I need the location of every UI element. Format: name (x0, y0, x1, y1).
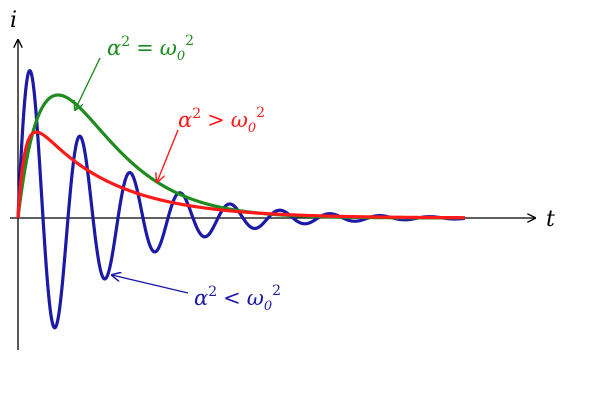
annotation-pointer-overdamped (157, 129, 179, 182)
x-axis-label: t (546, 207, 555, 232)
annotation-pointer-underdamped (112, 275, 189, 294)
annotation-pointer-critically-damped (75, 57, 101, 110)
annotation-critically-damped: α2 = ω02 (75, 33, 194, 110)
series-line-overdamped (16, 130, 466, 220)
annotation-label-critically-damped: α2 = ω02 (107, 33, 194, 64)
annotation-overdamped: α2 > ω02 (157, 105, 265, 182)
annotation-label-underdamped: α2 < ω02 (194, 283, 281, 314)
annotation-underdamped: α2 < ω02 (112, 275, 281, 314)
annotation-label-overdamped: α2 > ω02 (178, 105, 265, 136)
axes: i t (10, 8, 555, 350)
series-lines (16, 69, 466, 330)
y-axis-label: i (10, 8, 17, 33)
